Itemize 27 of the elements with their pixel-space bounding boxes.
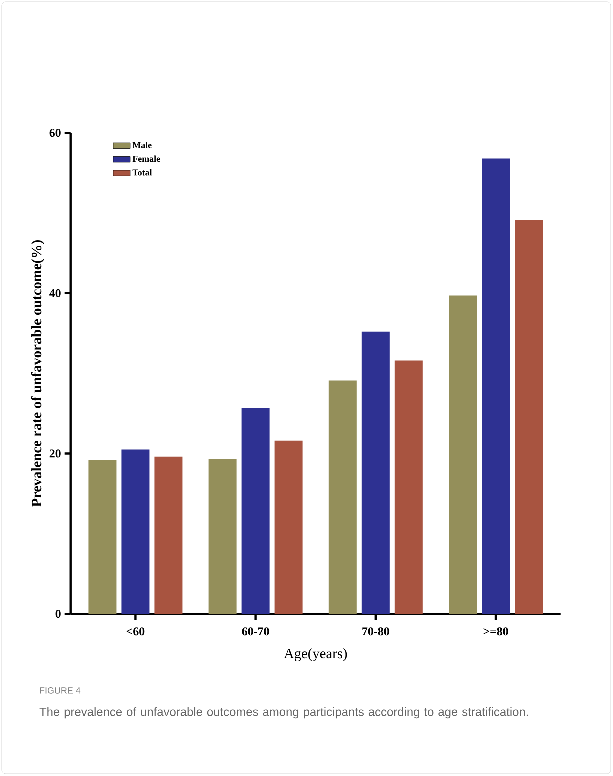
- x-tick-label: 70-80: [362, 628, 390, 636]
- bar: [122, 450, 150, 614]
- x-tick-label: >=80: [484, 628, 508, 636]
- caption: FIGURE 4: [40, 688, 81, 694]
- y-tick-label: 60: [50, 129, 61, 138]
- legend-label: Total: [132, 169, 152, 176]
- bar: [362, 332, 390, 614]
- x-axis-title: Age(years): [284, 648, 348, 662]
- bar: [394, 360, 423, 614]
- text: The prevalence of unfavorable outcomes among participants according to age stratification.: [40, 708, 528, 719]
- bar: [515, 220, 544, 614]
- y-tick-label: 0: [56, 610, 61, 618]
- legend-label: Male: [132, 142, 152, 148]
- bar: [208, 459, 237, 614]
- bar: [154, 456, 183, 614]
- bar: [274, 440, 303, 614]
- y-tick-label: 20: [50, 450, 61, 458]
- x-tick-label: <60: [126, 628, 145, 636]
- x-tick-label: 60-70: [242, 628, 270, 636]
- bar: [88, 460, 117, 614]
- bar: [449, 296, 478, 614]
- y-axis-title: Prevalence rate of unfavorable outcome(%): [31, 240, 45, 508]
- bar: [242, 408, 270, 614]
- legend-label: Female: [132, 156, 160, 162]
- y-tick-label: 40: [50, 289, 61, 298]
- bar: [482, 158, 510, 614]
- bar: [328, 380, 357, 614]
